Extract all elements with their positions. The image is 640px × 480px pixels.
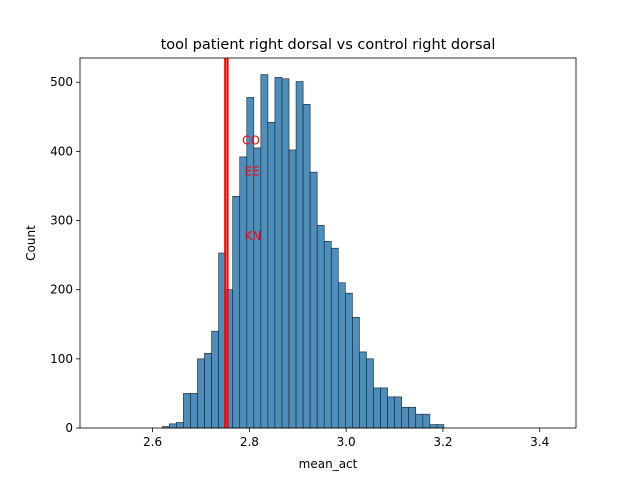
histogram-bar (232, 196, 241, 429)
x-tick-label: 2.6 (143, 435, 162, 449)
y-tick-label: 400 (50, 144, 73, 158)
x-axis-label: mean_act (299, 457, 358, 471)
histogram-bar (288, 149, 297, 429)
histogram-bar (394, 396, 402, 429)
annotation-label: CO (242, 133, 260, 147)
histogram-bar (408, 406, 417, 429)
annotation-label: KN (245, 229, 262, 243)
histogram-bar (436, 424, 445, 429)
histogram-bar (281, 78, 290, 429)
histogram-bar (330, 247, 339, 429)
histogram-bar (422, 413, 431, 429)
histogram-bar (183, 393, 191, 429)
histogram-bar (401, 406, 410, 429)
histogram-bar (323, 240, 332, 429)
histogram-bar (274, 77, 283, 429)
histogram-bar (169, 423, 177, 429)
y-tick-label: 500 (50, 75, 73, 89)
histogram-bars (161, 74, 445, 429)
annotation-label: EE (245, 165, 260, 179)
histogram-bar (260, 74, 269, 429)
histogram-bar (366, 358, 374, 429)
histogram-bar (267, 122, 276, 429)
x-axis-ticks: 2.6 2.8 3.0 3.2 3.4 (143, 428, 549, 449)
histogram-bar (415, 413, 424, 429)
chart-title: tool patient right dorsal vs control rig… (161, 37, 496, 53)
histogram-bar (316, 225, 325, 429)
histogram-bar (380, 387, 388, 429)
axes-frame (79, 57, 577, 429)
reference-lines (224, 58, 229, 428)
x-tick-label: 3.4 (530, 435, 549, 449)
histogram-bar (239, 156, 248, 429)
y-axis-ticks: 0 100 200 300 400 500 (50, 75, 80, 435)
histogram-bar (295, 81, 304, 429)
histogram-bar (359, 351, 367, 429)
y-tick-label: 200 (50, 283, 73, 297)
histogram-bar (204, 353, 212, 429)
histogram-bar (197, 358, 205, 429)
y-tick-label: 100 (50, 352, 73, 366)
histogram-bar (176, 422, 184, 429)
histogram-bar (302, 104, 311, 429)
y-tick-label: 300 (50, 214, 73, 228)
histogram-bar (253, 147, 262, 429)
histogram-bar (345, 292, 353, 429)
histogram-bar (352, 317, 360, 429)
histogram-bar (429, 424, 438, 429)
chart-annotations: CO EE KN (242, 133, 261, 242)
y-tick-label: 0 (65, 421, 73, 435)
x-tick-label: 3.2 (433, 435, 452, 449)
x-tick-label: 2.8 (240, 435, 259, 449)
histogram-bar (338, 282, 346, 429)
x-tick-label: 3.0 (337, 435, 356, 449)
y-axis-label: Count (24, 225, 38, 261)
histogram-bar (190, 393, 198, 429)
histogram-bar (211, 330, 219, 429)
histogram-bar (373, 387, 381, 429)
histogram-bar (309, 171, 318, 429)
histogram-bar (387, 396, 395, 429)
